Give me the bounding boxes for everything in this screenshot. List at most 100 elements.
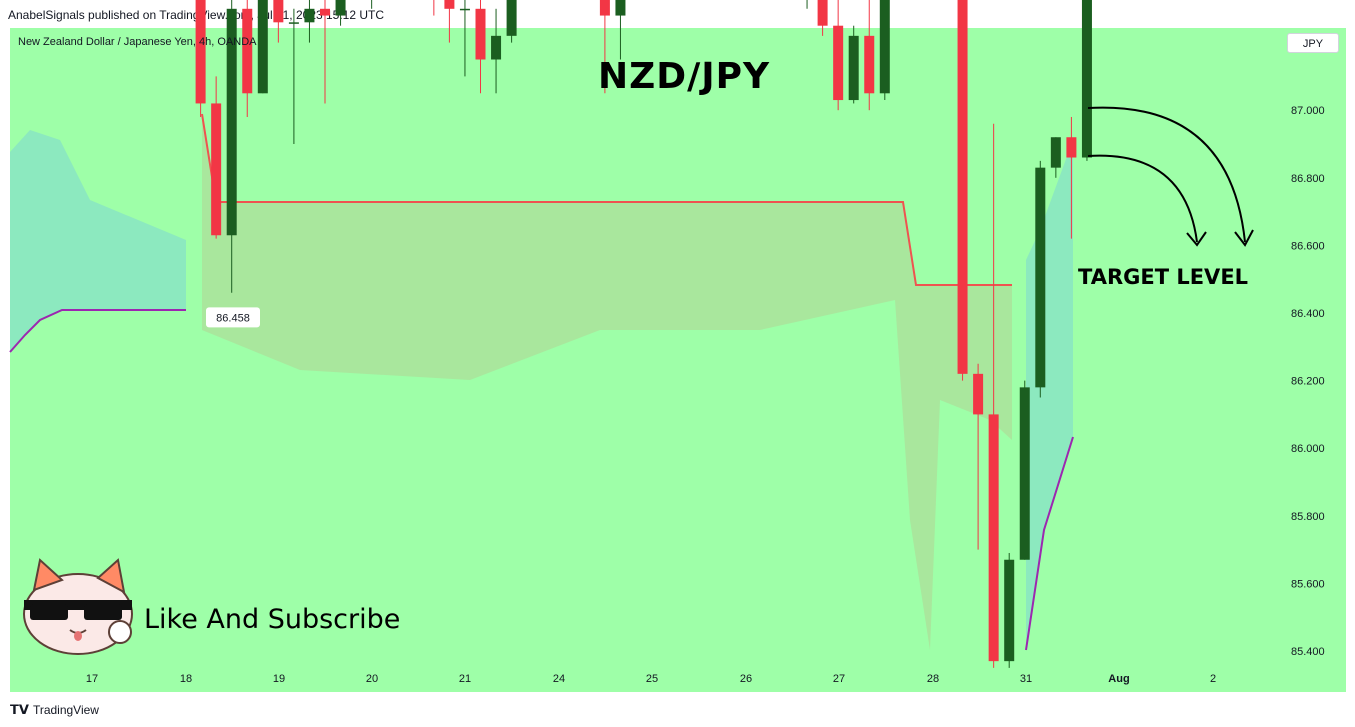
candle-body xyxy=(1050,137,1061,168)
y-tick-label: 86.600 xyxy=(1291,240,1325,252)
candle xyxy=(1035,160,1046,398)
x-tick-label: 19 xyxy=(273,673,285,685)
candle xyxy=(848,25,859,104)
x-tick-label: Aug xyxy=(1108,673,1129,685)
candle-body xyxy=(957,0,968,374)
candle xyxy=(817,0,828,36)
outer-arrow-head xyxy=(1234,229,1254,247)
candle-body xyxy=(273,0,284,23)
candle-body xyxy=(226,8,237,236)
x-tick-label: 18 xyxy=(180,673,192,685)
outer-arrow xyxy=(1087,106,1246,243)
candle xyxy=(371,0,373,9)
candle-body xyxy=(242,8,253,94)
candle xyxy=(833,0,844,111)
candle xyxy=(599,0,610,94)
candle xyxy=(242,0,253,117)
x-tick-label: 31 xyxy=(1020,673,1032,685)
candle-body xyxy=(1035,167,1046,388)
left-lower-band xyxy=(9,309,186,353)
candle-body xyxy=(988,414,999,662)
target-level-label: TARGET LEVEL xyxy=(1078,265,1248,289)
chart-title: NZD/JPY xyxy=(598,56,771,97)
target-zone-layer: TARGET LEVEL xyxy=(1078,265,1248,289)
candle xyxy=(957,0,968,381)
x-tick-label: 2 xyxy=(1210,673,1216,685)
x-tick-label: 27 xyxy=(833,673,845,685)
candle-body xyxy=(304,8,315,23)
y-tick-label: 86.800 xyxy=(1291,173,1325,185)
symbol-description: New Zealand Dollar / Japanese Yen, 4h, O… xyxy=(18,36,257,48)
candle xyxy=(1004,552,1015,668)
candle-body xyxy=(320,8,330,16)
candle xyxy=(1019,380,1030,560)
candle-body xyxy=(1066,137,1077,158)
candles-layer xyxy=(195,0,1092,668)
annotation-layer: 88.69386.45887.90687.981 xyxy=(206,307,260,328)
candle-body xyxy=(879,0,890,94)
annotation-label: 86.458 xyxy=(216,312,250,324)
candle xyxy=(615,0,626,60)
candle-body xyxy=(444,0,455,9)
x-tick-label: 25 xyxy=(646,673,658,685)
candle xyxy=(257,0,268,94)
y-tick-label: 86.000 xyxy=(1291,443,1325,455)
candle xyxy=(304,0,315,43)
footer: 𝗧𝗩 TradingView xyxy=(10,702,99,718)
candle-body xyxy=(848,35,859,101)
inner-arrow xyxy=(1087,154,1198,243)
candle xyxy=(195,0,206,117)
band-layer xyxy=(9,113,1074,651)
tradingview-logo-icon[interactable]: 𝗧𝗩 xyxy=(10,702,29,717)
y-tick-label: 85.800 xyxy=(1291,511,1325,523)
candle-body xyxy=(257,0,268,94)
candle-body xyxy=(491,35,502,60)
candle xyxy=(273,0,284,43)
candle-body xyxy=(1004,559,1015,662)
like-subscribe-text: Like And Subscribe xyxy=(144,604,401,635)
candle xyxy=(506,0,517,43)
x-tick-label: 24 xyxy=(553,673,565,685)
candle-body xyxy=(864,35,875,94)
footer-brand[interactable]: TradingView xyxy=(32,703,99,717)
x-tick-label: 28 xyxy=(927,673,939,685)
candle xyxy=(211,76,222,239)
candle xyxy=(491,8,502,94)
x-tick-label: 21 xyxy=(459,673,471,685)
inner-arrow-head xyxy=(1186,231,1207,247)
candle xyxy=(320,0,330,104)
candle xyxy=(1081,0,1092,161)
candle xyxy=(988,123,999,668)
right-envelope xyxy=(1026,140,1073,650)
x-tick-label: 20 xyxy=(366,673,378,685)
candle xyxy=(973,363,984,550)
candle-body xyxy=(817,0,828,26)
candle-body xyxy=(599,0,610,16)
currency-button[interactable]: JPY xyxy=(1287,33,1339,53)
candle xyxy=(335,0,346,26)
candle-body xyxy=(335,0,346,16)
y-tick-label: 86.200 xyxy=(1291,376,1325,388)
candle xyxy=(879,0,890,101)
y-tick-label: 86.400 xyxy=(1291,308,1325,320)
x-tick-label: 26 xyxy=(740,673,752,685)
candle-body xyxy=(506,0,517,36)
middle-envelope xyxy=(202,114,1012,650)
y-tick-label: 85.600 xyxy=(1291,578,1325,590)
candle xyxy=(1066,116,1077,239)
candle xyxy=(444,0,455,43)
candle-body xyxy=(211,103,222,236)
x-tick-label: 17 xyxy=(86,673,98,685)
candle-body xyxy=(615,0,626,16)
candle xyxy=(475,0,486,94)
candle xyxy=(288,8,299,144)
candle-body xyxy=(195,0,206,104)
mascot-logo xyxy=(23,558,133,655)
candle-body xyxy=(288,22,299,24)
y-tick-label: 87.000 xyxy=(1291,105,1325,117)
y-tick-label: 85.400 xyxy=(1291,646,1325,658)
candle xyxy=(459,0,470,77)
candle xyxy=(864,0,875,111)
annotation-box xyxy=(206,307,260,328)
